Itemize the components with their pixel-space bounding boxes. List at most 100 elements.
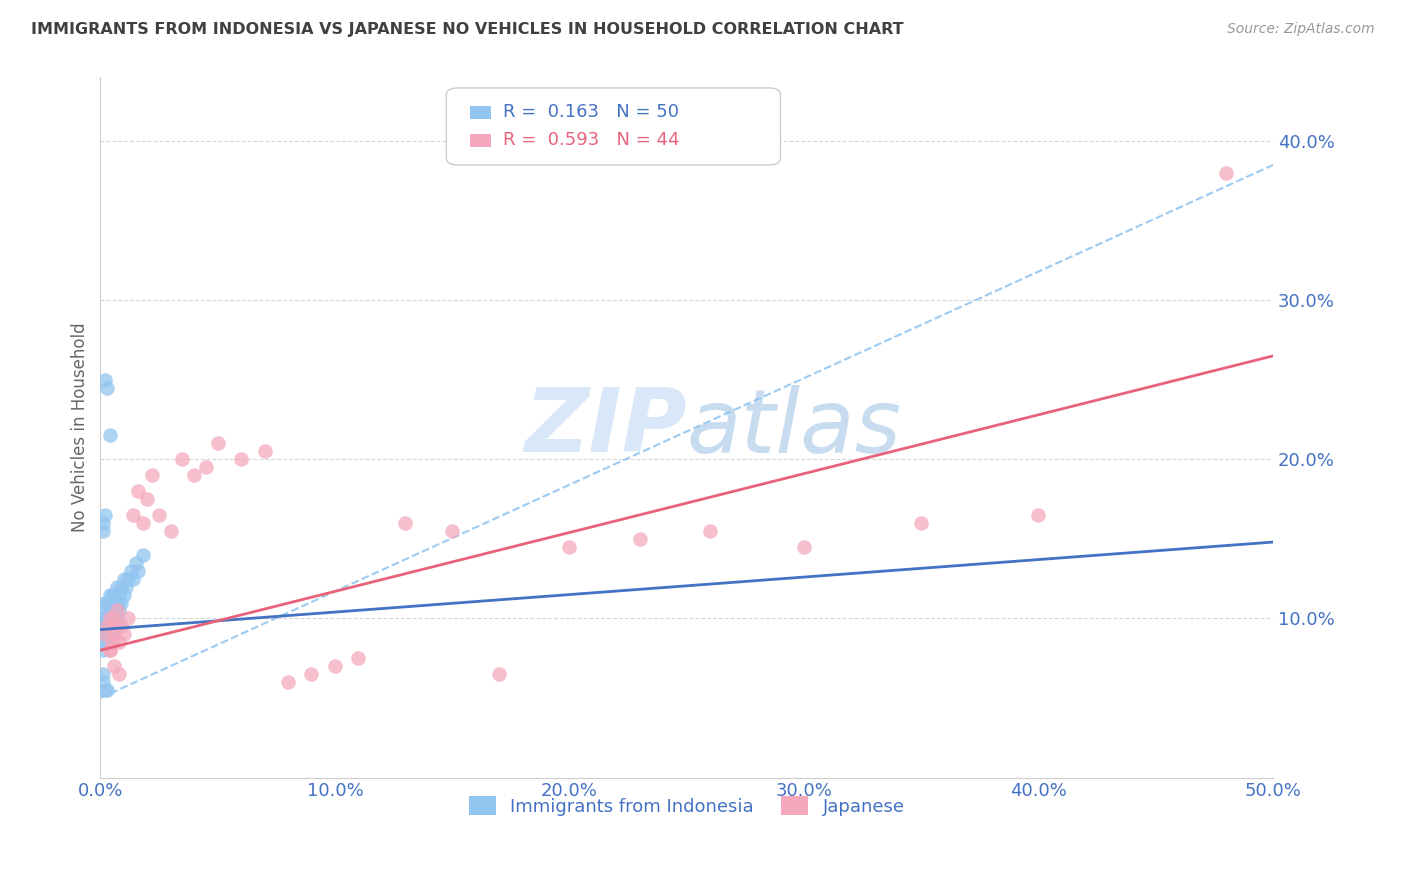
Point <box>105 580 128 594</box>
FancyBboxPatch shape <box>446 88 780 165</box>
Point <box>105 603 128 617</box>
Point <box>96 595 118 609</box>
Point <box>207 436 229 450</box>
Point <box>229 452 252 467</box>
Text: Source: ZipAtlas.com: Source: ZipAtlas.com <box>1227 22 1375 37</box>
Point <box>131 516 153 530</box>
Point <box>253 444 276 458</box>
Point <box>98 611 121 625</box>
Point <box>110 619 132 633</box>
Point <box>108 588 131 602</box>
Point <box>98 643 121 657</box>
Point <box>347 651 370 665</box>
Point <box>699 524 721 538</box>
Point <box>94 619 117 633</box>
Text: R =  0.163   N = 50: R = 0.163 N = 50 <box>502 103 679 121</box>
Point <box>94 603 117 617</box>
Point <box>1215 166 1237 180</box>
Point <box>172 452 194 467</box>
Point <box>94 611 117 625</box>
Point <box>117 572 139 586</box>
Point <box>108 603 131 617</box>
Point <box>96 619 118 633</box>
Point <box>103 588 125 602</box>
Text: IMMIGRANTS FROM INDONESIA VS JAPANESE NO VEHICLES IN HOUSEHOLD CORRELATION CHART: IMMIGRANTS FROM INDONESIA VS JAPANESE NO… <box>31 22 904 37</box>
Point <box>148 508 170 522</box>
Point <box>94 373 117 387</box>
Point <box>117 611 139 625</box>
Point <box>115 580 138 594</box>
Point <box>91 619 114 633</box>
Point <box>120 564 142 578</box>
Point <box>91 627 114 641</box>
Point <box>103 619 125 633</box>
Point <box>94 508 117 522</box>
Point <box>96 627 118 641</box>
Point <box>112 588 135 602</box>
FancyBboxPatch shape <box>470 106 491 119</box>
Point <box>98 619 121 633</box>
Point <box>98 643 121 657</box>
Point <box>793 540 815 554</box>
Point <box>131 548 153 562</box>
Point <box>277 675 299 690</box>
Point <box>112 572 135 586</box>
Point <box>91 611 114 625</box>
Point <box>96 619 118 633</box>
Point <box>558 540 581 554</box>
Point <box>94 627 117 641</box>
Point <box>103 611 125 625</box>
Point <box>105 595 128 609</box>
Point <box>103 627 125 641</box>
Point <box>122 508 145 522</box>
Point <box>628 532 651 546</box>
Point <box>94 595 117 609</box>
Point <box>110 580 132 594</box>
Point <box>323 659 346 673</box>
Point <box>94 683 117 698</box>
Point <box>94 635 117 649</box>
Point <box>488 667 510 681</box>
Point <box>301 667 323 681</box>
Point <box>91 516 114 530</box>
Text: R =  0.593   N = 44: R = 0.593 N = 44 <box>502 131 679 150</box>
FancyBboxPatch shape <box>470 134 491 147</box>
Point <box>110 595 132 609</box>
Point <box>127 484 149 499</box>
Point <box>96 381 118 395</box>
Point <box>101 627 124 641</box>
Point <box>91 667 114 681</box>
Point <box>183 468 205 483</box>
Point <box>124 556 146 570</box>
Point <box>103 659 125 673</box>
Point <box>441 524 464 538</box>
Point <box>910 516 932 530</box>
Point <box>127 564 149 578</box>
Point <box>91 643 114 657</box>
Point <box>98 588 121 602</box>
Point <box>91 524 114 538</box>
Point <box>101 619 124 633</box>
Text: atlas: atlas <box>686 384 901 470</box>
Point <box>103 603 125 617</box>
Point <box>96 683 118 698</box>
Point <box>98 611 121 625</box>
Point <box>112 627 135 641</box>
Point <box>101 603 124 617</box>
Point <box>394 516 416 530</box>
Legend: Immigrants from Indonesia, Japanese: Immigrants from Indonesia, Japanese <box>460 787 914 824</box>
Point <box>101 588 124 602</box>
Y-axis label: No Vehicles in Household: No Vehicles in Household <box>72 323 89 533</box>
Point <box>194 460 217 475</box>
Point <box>141 468 163 483</box>
Point <box>101 611 124 625</box>
Point <box>105 611 128 625</box>
Point <box>101 635 124 649</box>
Point <box>136 492 159 507</box>
Point <box>98 635 121 649</box>
Point <box>108 635 131 649</box>
Point <box>122 572 145 586</box>
Point <box>159 524 181 538</box>
Point <box>91 675 114 690</box>
Point <box>96 611 118 625</box>
